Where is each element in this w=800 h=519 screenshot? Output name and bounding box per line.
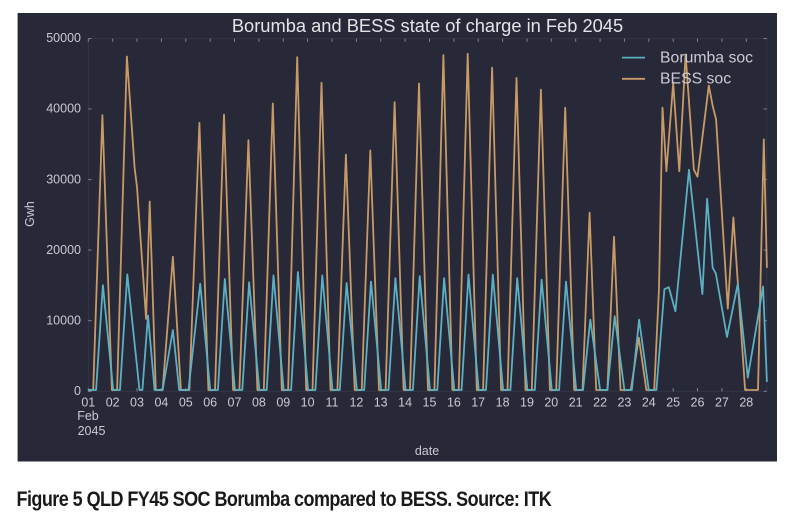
svg-text:Feb: Feb (77, 409, 99, 423)
svg-text:18: 18 (496, 395, 510, 409)
svg-text:01: 01 (81, 395, 95, 409)
svg-text:27: 27 (715, 395, 729, 409)
svg-text:08: 08 (252, 395, 266, 409)
svg-text:24: 24 (642, 395, 656, 409)
svg-text:09: 09 (276, 395, 290, 409)
svg-text:Gwh: Gwh (23, 201, 37, 227)
svg-text:15: 15 (423, 395, 437, 409)
svg-text:40000: 40000 (46, 102, 81, 116)
svg-text:06: 06 (203, 395, 217, 409)
svg-text:2045: 2045 (78, 424, 106, 438)
svg-text:12: 12 (349, 395, 363, 409)
svg-text:25: 25 (666, 395, 680, 409)
svg-text:03: 03 (130, 395, 144, 409)
svg-text:14: 14 (398, 395, 412, 409)
svg-text:07: 07 (228, 395, 242, 409)
svg-text:10000: 10000 (46, 313, 81, 327)
svg-text:19: 19 (520, 395, 534, 409)
svg-text:26: 26 (691, 395, 705, 409)
svg-text:50000: 50000 (46, 31, 81, 45)
svg-text:21: 21 (569, 395, 583, 409)
svg-text:date: date (415, 444, 439, 458)
svg-text:16: 16 (447, 395, 461, 409)
svg-text:17: 17 (471, 395, 485, 409)
svg-text:13: 13 (374, 395, 388, 409)
svg-text:0: 0 (74, 384, 81, 398)
svg-text:Borumba and BESS state of char: Borumba and BESS state of charge in Feb … (232, 15, 623, 36)
svg-text:05: 05 (179, 395, 193, 409)
svg-text:20000: 20000 (46, 243, 81, 257)
svg-text:22: 22 (593, 395, 607, 409)
svg-text:30000: 30000 (46, 172, 81, 186)
svg-text:28: 28 (739, 395, 753, 409)
svg-text:23: 23 (617, 395, 631, 409)
svg-text:20: 20 (544, 395, 558, 409)
svg-text:BESS soc: BESS soc (660, 71, 731, 88)
svg-text:Borumba soc: Borumba soc (660, 50, 753, 67)
svg-text:02: 02 (106, 395, 120, 409)
svg-text:04: 04 (154, 395, 168, 409)
svg-text:11: 11 (326, 395, 339, 409)
svg-text:10: 10 (301, 395, 315, 409)
